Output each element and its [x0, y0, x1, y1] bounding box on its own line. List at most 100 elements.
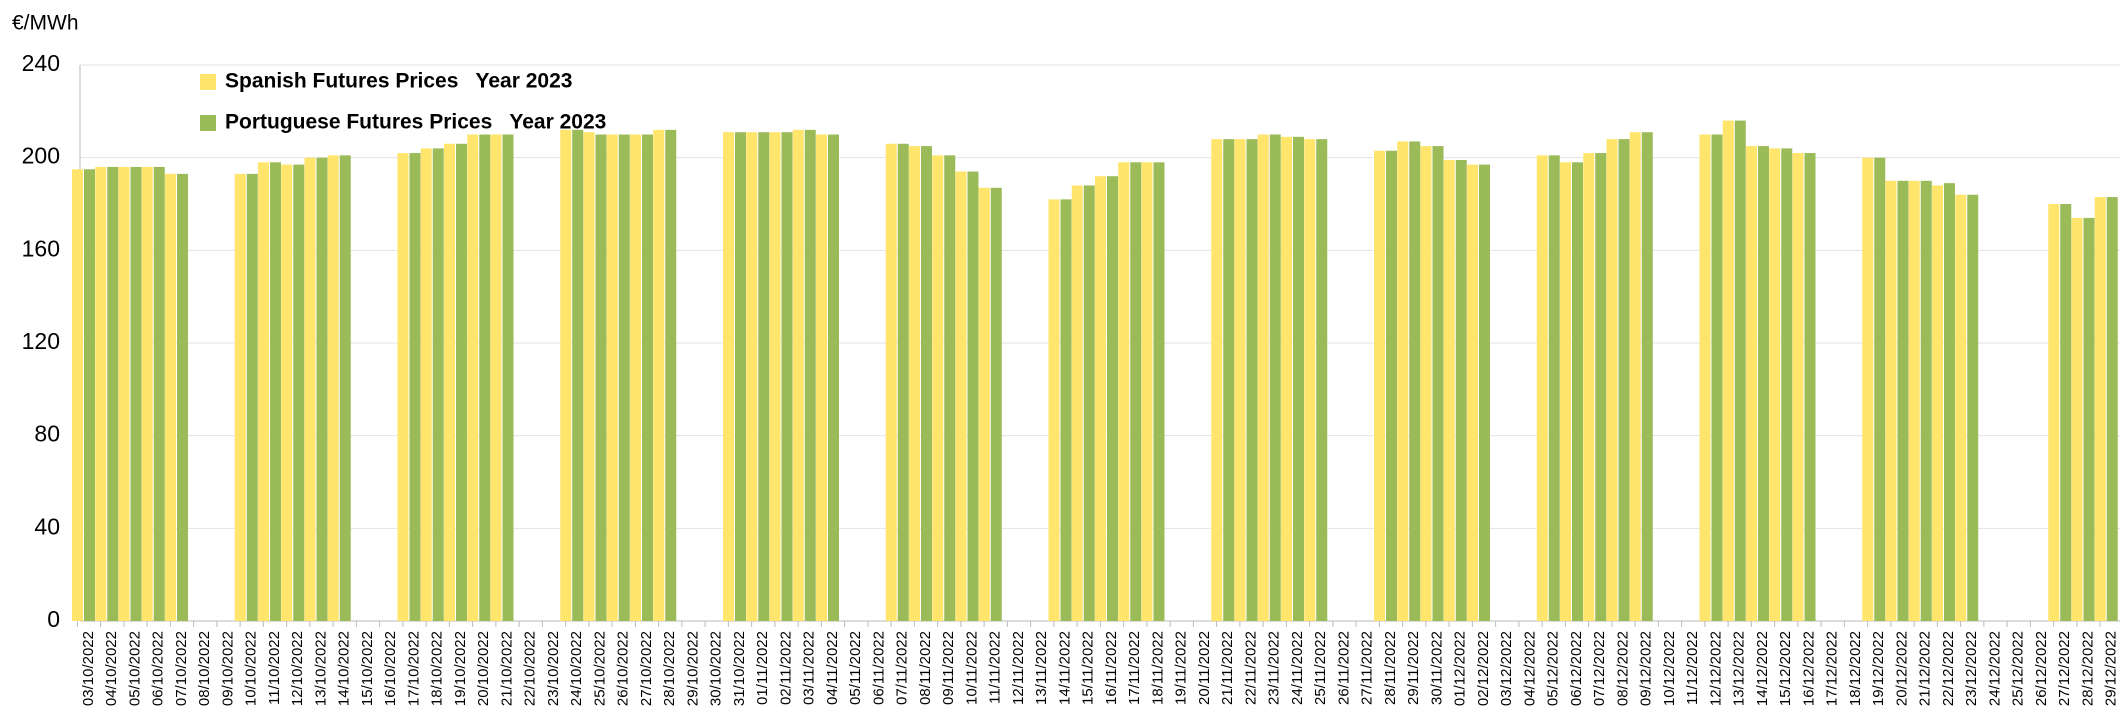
bar: [1432, 146, 1444, 622]
bar: [897, 143, 909, 621]
x-tick-label: 15/10/2022: [359, 631, 376, 706]
x-tick-label: 03/10/2022: [80, 631, 97, 706]
bar: [467, 134, 479, 621]
x-tick-label: 14/11/2022: [1056, 631, 1073, 705]
bar: [1618, 139, 1630, 621]
bar: [618, 134, 630, 621]
bar: [1479, 164, 1490, 621]
y-tick-label: 0: [47, 606, 60, 632]
bar: [921, 146, 932, 622]
x-tick-label: 19/12/2022: [1870, 631, 1887, 706]
x-tick-label: 12/11/2022: [1010, 631, 1027, 705]
bar: [1572, 162, 1583, 622]
y-tick-label: 80: [34, 421, 60, 447]
bar: [1316, 139, 1328, 621]
x-tick-label: 23/11/2022: [1266, 631, 1283, 705]
bar: [1758, 146, 1769, 622]
x-tick-label: 07/11/2022: [894, 631, 911, 705]
bar: [339, 155, 351, 621]
bar: [653, 129, 665, 621]
bar: [130, 166, 142, 621]
x-tick-label: 01/11/2022: [754, 631, 771, 705]
x-tick-label: 17/10/2022: [405, 631, 422, 706]
bar: [828, 134, 839, 621]
bar: [1769, 148, 1781, 621]
bar: [1234, 139, 1246, 621]
x-tick-label: 07/10/2022: [173, 631, 190, 706]
bar: [107, 166, 119, 621]
bar: [72, 169, 83, 621]
bar: [153, 166, 165, 621]
bar: [1211, 139, 1223, 621]
x-tick-label: 02/12/2022: [1475, 631, 1492, 706]
bar: [606, 134, 618, 621]
bar: [583, 132, 595, 621]
bar: [816, 134, 827, 621]
bar: [84, 169, 95, 621]
bar: [141, 166, 153, 621]
x-tick-label: 28/10/2022: [661, 631, 678, 706]
x-tick-label: 09/10/2022: [219, 631, 236, 706]
bar: [885, 143, 897, 621]
x-tick-label: 27/11/2022: [1359, 631, 1376, 705]
x-tick-label: 18/10/2022: [429, 631, 446, 706]
x-tick-label: 19/11/2022: [1173, 631, 1190, 705]
bar: [1967, 194, 1979, 621]
bar: [2094, 197, 2106, 622]
x-tick-label: 14/12/2022: [1754, 631, 1771, 706]
bar: [1130, 162, 1142, 622]
bar: [479, 134, 491, 621]
bar: [1734, 120, 1746, 621]
bar: [665, 129, 677, 621]
bar: [944, 155, 956, 621]
bar: [327, 155, 339, 621]
bar: [409, 153, 421, 622]
bar: [1118, 162, 1130, 622]
x-tick-label: 06/12/2022: [1568, 631, 1585, 706]
bar: [781, 132, 793, 621]
x-tick-label: 04/10/2022: [103, 631, 120, 706]
bar: [1467, 164, 1478, 621]
bar: [1920, 180, 1932, 622]
legend-swatch: [200, 115, 216, 131]
x-tick-label: 08/10/2022: [196, 631, 213, 706]
x-tick-label: 25/12/2022: [2010, 631, 2027, 706]
bar: [1293, 136, 1304, 622]
x-tick-label: 20/11/2022: [1196, 631, 1213, 705]
bar: [165, 173, 176, 621]
x-tick-label: 10/12/2022: [1661, 631, 1678, 706]
x-tick-label: 28/11/2022: [1382, 631, 1399, 705]
x-tick-label: 31/10/2022: [731, 631, 748, 706]
bar: [1885, 180, 1897, 622]
x-tick-label: 01/12/2022: [1452, 631, 1469, 706]
bar: [2048, 204, 2060, 621]
x-tick-label: 11/10/2022: [266, 631, 283, 705]
x-tick-label: 17/12/2022: [1824, 631, 1841, 706]
x-tick-label: 13/10/2022: [312, 631, 329, 706]
x-tick-label: 29/11/2022: [1405, 631, 1422, 705]
bar: [572, 129, 584, 621]
x-tick-label: 09/12/2022: [1638, 631, 1655, 706]
y-tick-label: 200: [22, 143, 60, 169]
bar: [1606, 139, 1618, 621]
bar: [1420, 146, 1432, 622]
bar: [1223, 139, 1235, 621]
bar: [234, 173, 246, 621]
bar: [1048, 199, 1060, 621]
bar: [1246, 139, 1258, 621]
bar: [1107, 176, 1118, 621]
bar: [1548, 155, 1560, 621]
bar: [932, 155, 944, 621]
bar: [955, 171, 967, 622]
legend-label: Spanish Futures Prices Year 2023: [225, 70, 572, 93]
x-tick-label: 04/12/2022: [1521, 631, 1538, 706]
x-tick-label: 16/11/2022: [1103, 631, 1120, 705]
bar: [1746, 146, 1757, 622]
bar: [118, 166, 130, 621]
x-tick-label: 21/12/2022: [1917, 631, 1934, 706]
bar: [1874, 157, 1886, 621]
bar: [397, 153, 409, 622]
bar: [2060, 204, 2072, 621]
x-tick-label: 06/10/2022: [150, 631, 167, 706]
x-tick-label: 02/11/2022: [777, 631, 794, 705]
